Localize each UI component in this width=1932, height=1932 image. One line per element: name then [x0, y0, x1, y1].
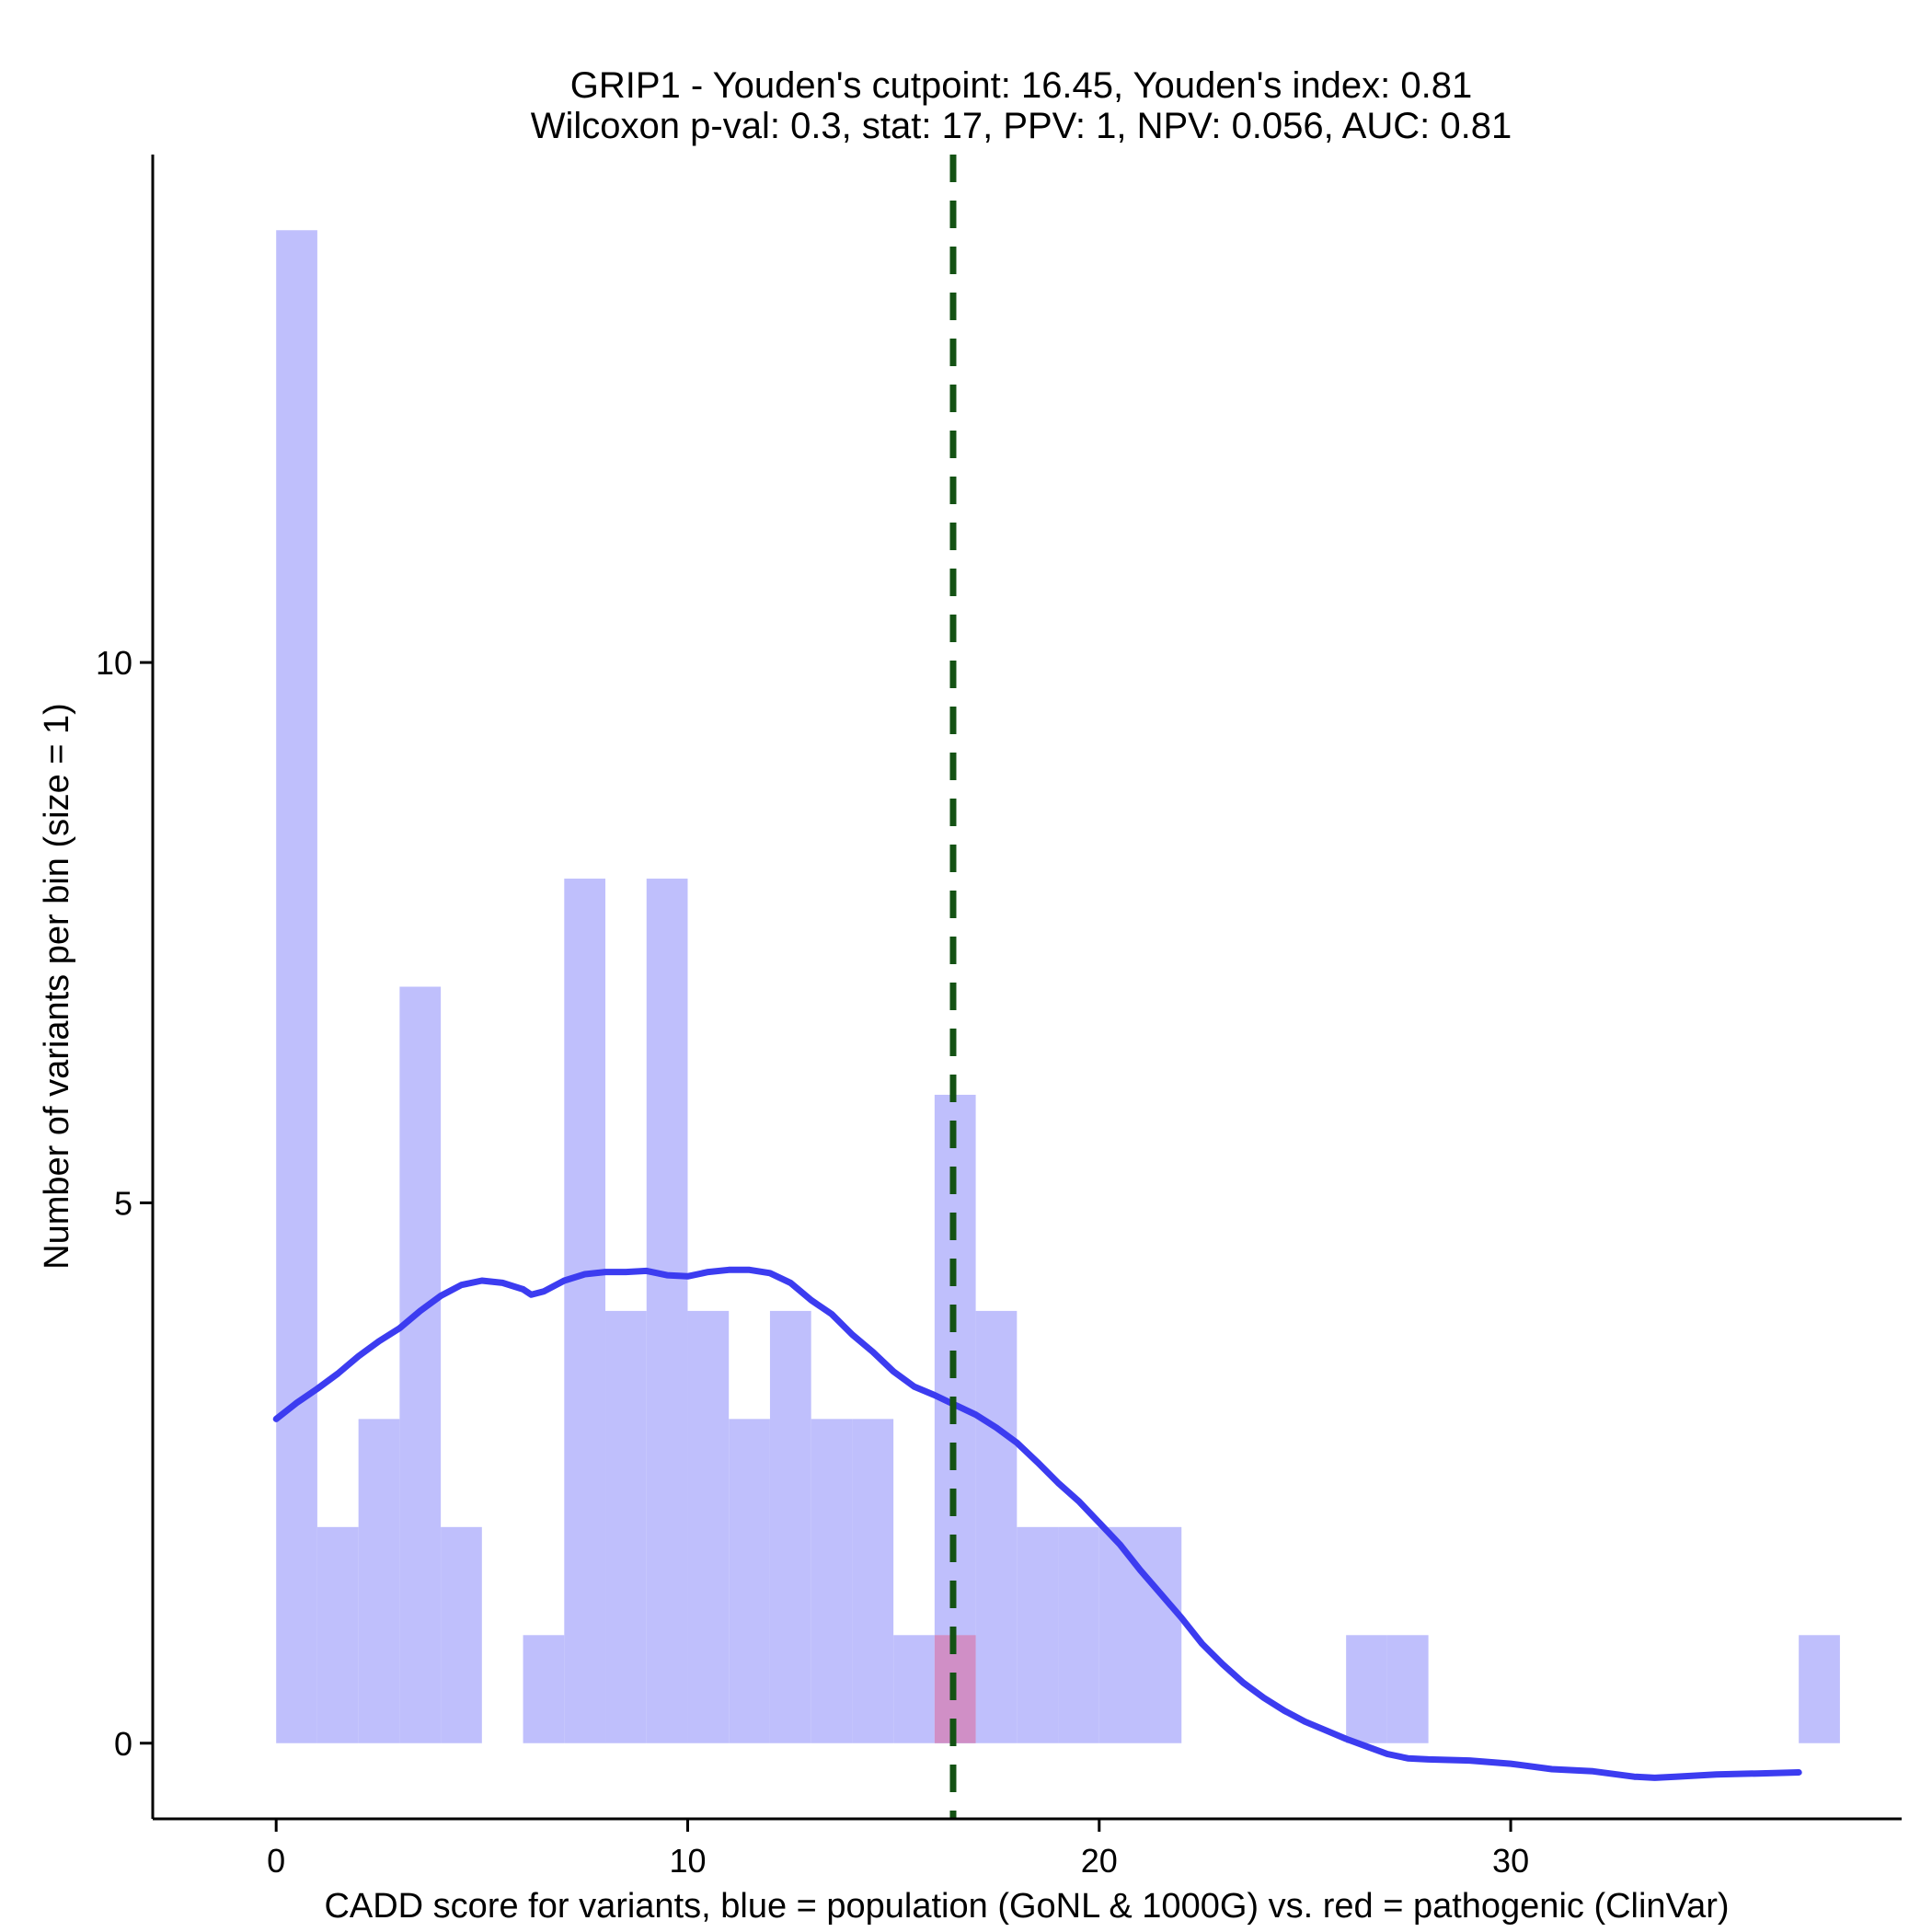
- density-curve-layer: [272, 1266, 1802, 1781]
- x-tick-label: 10: [669, 1842, 706, 1880]
- y-tick-label: 10: [96, 644, 132, 682]
- population-bar: [523, 1635, 565, 1743]
- population-bar: [1140, 1526, 1182, 1743]
- population-bar: [1346, 1635, 1387, 1743]
- population-bar: [276, 230, 317, 1743]
- population-bar: [605, 1310, 647, 1743]
- population-bar: [399, 986, 442, 1743]
- y-axis-ticks: 0 5 10: [96, 644, 153, 1763]
- population-bar: [646, 879, 688, 1743]
- population-bar: [729, 1419, 770, 1743]
- population-bar: [1799, 1635, 1840, 1743]
- population-bar: [1386, 1635, 1429, 1743]
- chart-title: GRIP1 - Youden's cutpoint: 16.45, Youden…: [570, 65, 1472, 106]
- population-bar: [441, 1526, 482, 1743]
- x-tick-label: 0: [267, 1842, 285, 1880]
- population-bar: [316, 1526, 359, 1743]
- histogram-bars: [276, 230, 1840, 1743]
- population-bar: [687, 1310, 730, 1743]
- x-axis-ticks: 0 10 20 30: [267, 1819, 1529, 1880]
- x-tick-label: 30: [1492, 1842, 1529, 1880]
- x-axis-label: CADD score for variants, blue = populati…: [324, 1887, 1729, 1926]
- population-bar: [358, 1419, 400, 1743]
- population-bar: [1017, 1526, 1059, 1743]
- population-bar: [852, 1419, 894, 1743]
- population-bar: [1058, 1526, 1099, 1743]
- population-bar: [564, 879, 606, 1743]
- chart-subtitle: Wilcoxon p-val: 0.3, stat: 17, PPV: 1, N…: [531, 106, 1512, 146]
- population-bar: [975, 1310, 1018, 1743]
- population-bar: [769, 1310, 811, 1743]
- density-curve: [272, 1266, 1802, 1781]
- x-tick-label: 20: [1081, 1842, 1118, 1880]
- population-bar: [893, 1635, 935, 1743]
- y-axis-label: Number of variants per bin (size = 1): [38, 703, 76, 1270]
- population-bar: [811, 1419, 853, 1743]
- y-tick-label: 0: [114, 1725, 132, 1763]
- y-tick-label: 5: [114, 1184, 132, 1222]
